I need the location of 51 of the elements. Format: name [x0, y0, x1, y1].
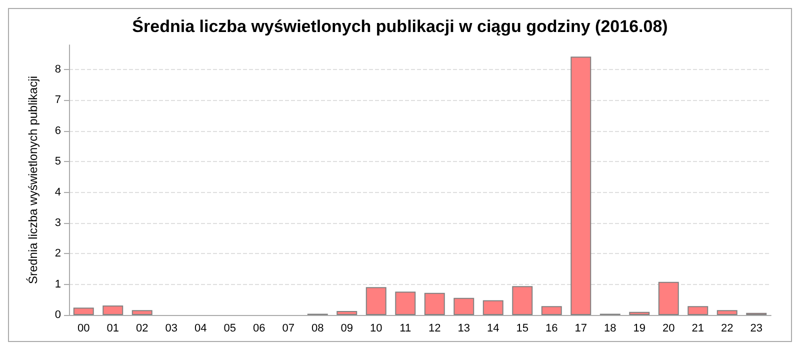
y-tick-label: 4 [54, 186, 61, 198]
x-tick-label: 10 [370, 322, 382, 334]
bar [73, 308, 94, 315]
x-tick-label: 15 [516, 322, 528, 334]
y-tick-label: 3 [54, 216, 61, 229]
x-tick-label: 16 [546, 322, 558, 334]
x-tick-label: 09 [340, 322, 353, 334]
bar [716, 310, 738, 315]
x-tick-label: 03 [165, 322, 178, 334]
x-tick-label: 08 [312, 322, 324, 334]
bar [395, 292, 416, 315]
x-tick-label: 07 [282, 322, 294, 334]
chart-title: Średnia liczba wyświetlonych publikacji w ciągu godziny (2016.08) [132, 16, 668, 36]
x-tick-label: 06 [253, 322, 266, 334]
x-tick-label: 23 [750, 322, 762, 334]
y-tick-label: 7 [54, 94, 61, 106]
y-tick-label: 2 [54, 248, 61, 260]
x-tick-label: 02 [136, 322, 148, 334]
x-tick-label: 21 [692, 322, 704, 334]
bar [658, 282, 679, 315]
bar [132, 310, 152, 315]
bar [570, 56, 592, 315]
x-tick-label: 14 [487, 322, 500, 334]
bar [629, 312, 650, 315]
y-axis-title: Średnia liczba wyświetlonych publikacji [26, 76, 40, 284]
x-tick-label: 12 [428, 322, 441, 334]
bar [482, 300, 504, 315]
x-tick-label: 19 [633, 322, 646, 334]
bar [541, 306, 562, 315]
bar [336, 311, 358, 315]
bar [102, 305, 124, 315]
bar [454, 298, 474, 315]
bar [366, 287, 386, 315]
x-tick-label: 17 [574, 322, 587, 334]
y-tick-label: 5 [54, 156, 61, 168]
x-tick-label: 05 [224, 322, 236, 334]
x-tick-label: 00 [78, 322, 90, 334]
x-tick-label: 13 [458, 322, 470, 334]
x-tick-label: 04 [194, 322, 207, 334]
y-tick-label: 8 [54, 64, 61, 76]
x-tick-label: 11 [400, 322, 412, 334]
y-tick-label: 6 [54, 124, 61, 137]
x-tick-label: 22 [721, 322, 734, 334]
y-tick-label: 1 [54, 278, 61, 290]
x-tick-label: 20 [662, 322, 675, 334]
bar [688, 306, 708, 315]
x-tick-label: 18 [604, 322, 616, 334]
y-tick-label: 0 [54, 309, 61, 321]
bar [512, 286, 533, 315]
bar [424, 292, 445, 315]
x-tick-label: 01 [106, 322, 119, 334]
